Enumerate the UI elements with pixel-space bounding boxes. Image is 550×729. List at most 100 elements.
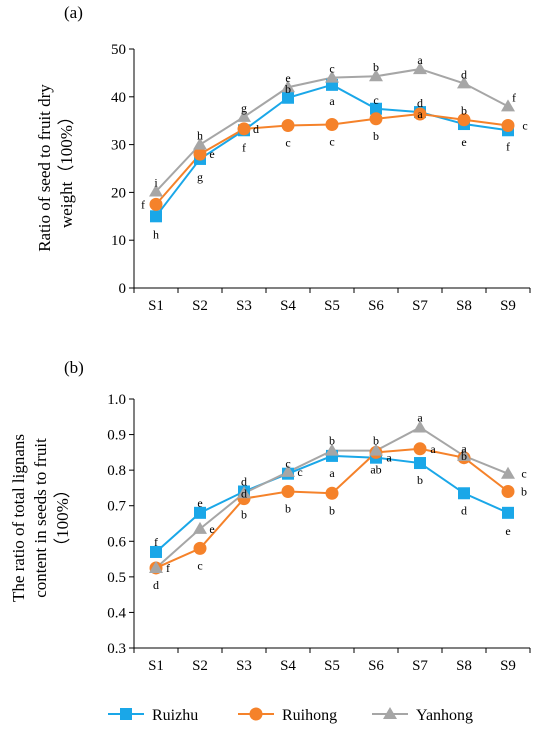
data-point-yanhong — [237, 486, 251, 499]
y-tick-label: 0.9 — [107, 428, 126, 444]
significance-label: h — [153, 227, 159, 241]
y-tick-label: 0 — [119, 281, 127, 297]
significance-label: b — [241, 508, 247, 522]
data-point-ruizhu — [414, 457, 426, 470]
y-tick-label: 0.4 — [107, 605, 126, 621]
significance-label: b — [461, 104, 467, 118]
significance-label: c — [197, 558, 202, 572]
significance-label: b — [285, 82, 291, 96]
legend-marker-yanhong — [383, 707, 397, 719]
x-tick-label: S4 — [280, 658, 296, 674]
data-point-ruihong — [369, 112, 383, 126]
y-tick-label: 0.8 — [107, 463, 126, 479]
data-point-ruihong — [413, 442, 427, 456]
data-point-ruihong — [193, 147, 207, 161]
significance-label: c — [285, 457, 290, 471]
data-point-yanhong — [413, 420, 427, 433]
significance-label: d — [153, 578, 159, 592]
data-point-yanhong — [457, 76, 471, 89]
significance-label: c — [522, 118, 527, 132]
data-point-ruihong — [281, 118, 295, 132]
data-point-ruihong — [281, 484, 295, 498]
panel-a-tag: (a) — [64, 3, 83, 22]
x-tick-label: S5 — [324, 658, 340, 674]
data-point-yanhong — [281, 464, 295, 477]
x-tick-label: S8 — [456, 658, 472, 674]
data-point-yanhong — [193, 521, 207, 534]
x-tick-label: S9 — [500, 298, 516, 314]
data-point-yanhong — [149, 560, 163, 573]
x-tick-label: S5 — [324, 298, 340, 314]
legend: Ruizhu Ruihong Yanhong — [108, 707, 473, 724]
significance-label: c — [521, 467, 526, 481]
significance-label: i — [154, 175, 158, 189]
data-point-yanhong — [237, 109, 251, 122]
significance-label: b — [285, 501, 291, 515]
data-point-ruizhu — [458, 487, 470, 500]
significance-label: a — [329, 94, 335, 108]
data-point-ruizhu — [370, 102, 382, 115]
x-tick-label: S7 — [412, 298, 428, 314]
data-point-ruihong — [193, 541, 207, 555]
x-tick-label: S4 — [280, 298, 296, 314]
data-point-yanhong — [413, 62, 427, 75]
significance-label: d — [241, 486, 247, 500]
significance-label: c — [373, 93, 378, 107]
significance-label: d — [461, 67, 467, 81]
significance-label: g — [241, 101, 247, 115]
x-tick-label: S2 — [192, 658, 208, 674]
significance-label: a — [430, 442, 436, 456]
data-point-yanhong — [325, 443, 339, 456]
y-tick-label: 0.7 — [107, 499, 126, 515]
significance-label: f — [166, 561, 170, 575]
significance-label: b — [417, 473, 423, 487]
data-point-ruihong — [237, 122, 251, 136]
data-point-yanhong — [281, 80, 295, 93]
y-tick-label: 0.5 — [107, 570, 126, 586]
x-tick-label: S6 — [368, 298, 384, 314]
y-tick-label: 40 — [111, 90, 126, 106]
panel-b-ylabel-line1: The ratio of total lignans — [9, 434, 28, 602]
significance-label: ab — [370, 462, 381, 476]
significance-label: b — [373, 60, 379, 74]
significance-label: c — [297, 465, 302, 479]
significance-label: e — [209, 522, 214, 536]
panel-b-ylabel-line2: content in seeds to fruit — [31, 438, 50, 598]
chart-b: 0.3 0.4 0.5 0.6 0.7 0.8 0.9 1.0 S1 S2 S3 S4 S5 S6 S7 S8… — [107, 392, 531, 674]
significance-label: b — [329, 434, 335, 448]
significance-label: e — [285, 71, 290, 85]
significance-label: f — [154, 535, 158, 549]
legend-marker-ruizhu — [120, 708, 132, 720]
data-point-yanhong — [501, 99, 515, 112]
legend-label-yanhong: Yanhong — [416, 707, 473, 724]
data-point-ruihong — [457, 113, 471, 127]
y-tick-label: 1.0 — [107, 392, 126, 408]
significance-label: d — [253, 122, 259, 136]
panel-a-ylabel-line1: Ratio of seed to fruit dry — [35, 84, 54, 252]
significance-label: a — [329, 466, 335, 480]
data-point-yanhong — [457, 448, 471, 461]
panel-b-ylabel-line3: （100%） — [53, 481, 72, 555]
data-point-yanhong — [149, 184, 163, 197]
significance-label: e — [209, 147, 214, 161]
data-point-yanhong — [193, 137, 207, 150]
x-tick-label: S3 — [236, 298, 252, 314]
significance-label: d — [241, 474, 247, 488]
panel-b-tag: (b) — [64, 358, 84, 377]
data-point-ruihong — [149, 197, 163, 211]
significance-label: d — [461, 503, 467, 517]
significance-label: f — [141, 197, 145, 211]
significance-label: c — [329, 135, 334, 149]
panel-a-ylabel-line2: weight（100%） — [57, 108, 76, 228]
significance-label: a — [417, 410, 423, 424]
significance-label: a — [417, 107, 423, 121]
y-tick-label: 0.6 — [107, 534, 126, 550]
y-tick-label: 20 — [111, 185, 126, 201]
x-tick-label: S7 — [412, 658, 428, 674]
x-tick-label: S2 — [192, 298, 208, 314]
legend-label-ruizhu: Ruizhu — [152, 707, 198, 724]
significance-label: b — [373, 129, 379, 143]
x-tick-label: S1 — [148, 298, 164, 314]
data-point-yanhong — [325, 70, 339, 83]
x-tick-label: S9 — [500, 658, 516, 674]
